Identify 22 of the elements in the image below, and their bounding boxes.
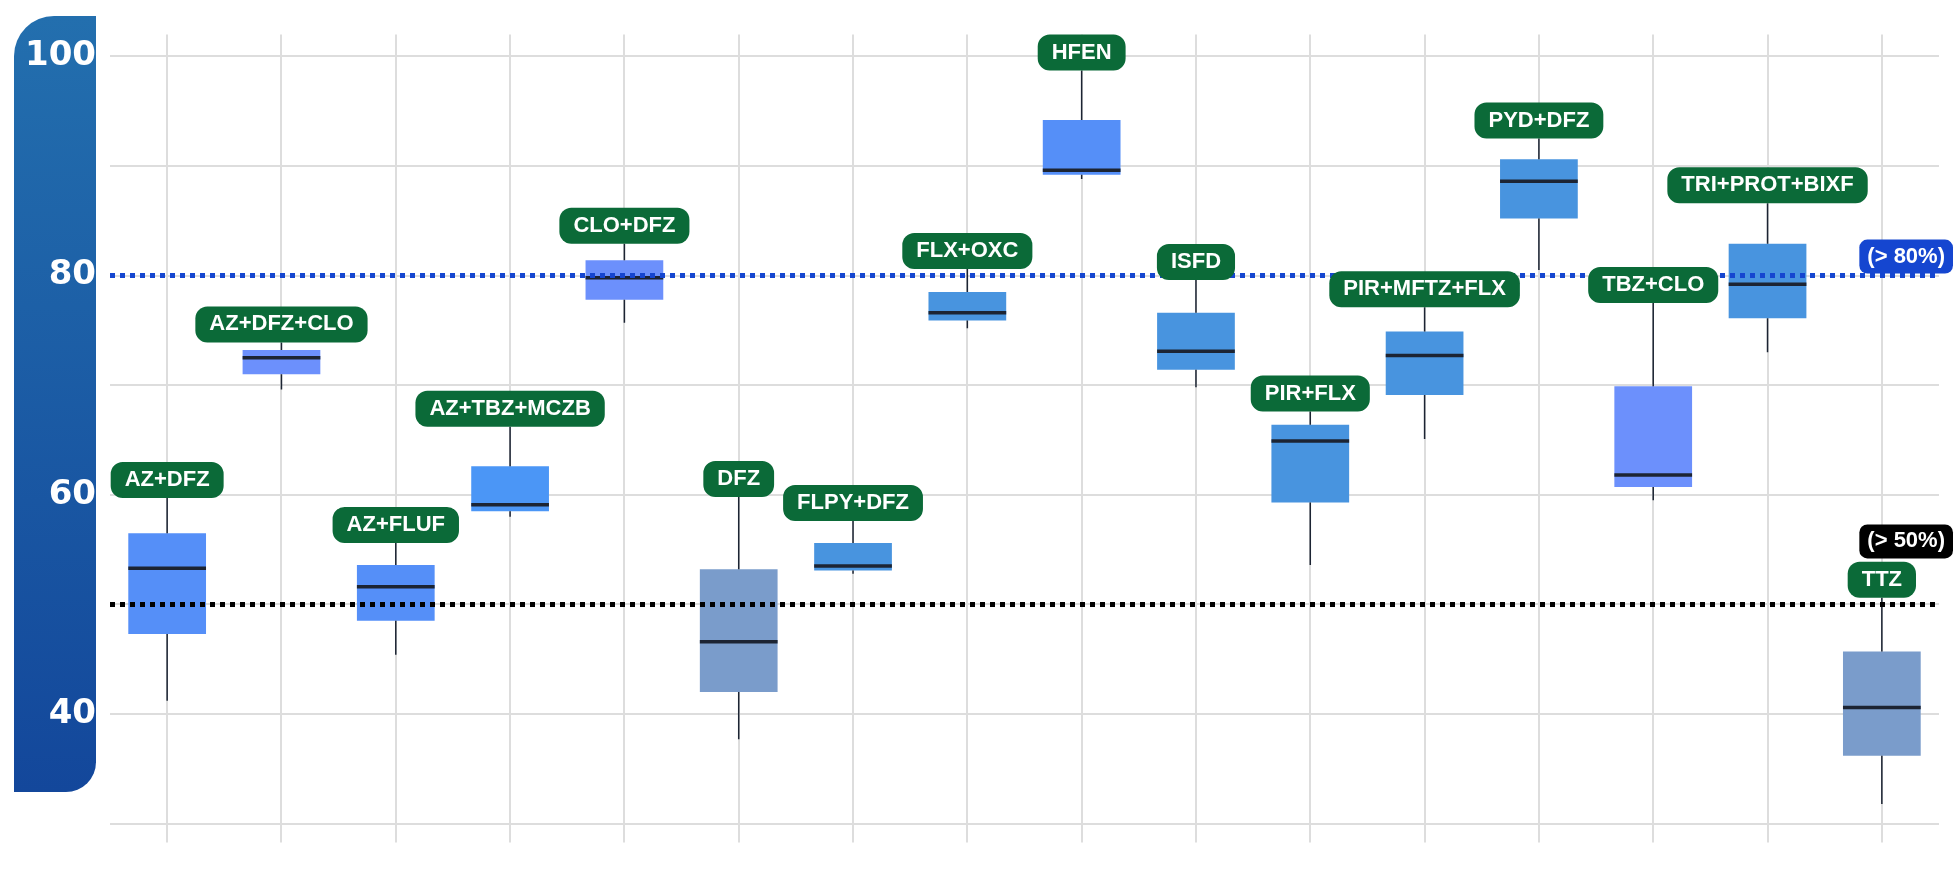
x-tick-label: TBZ+CLO — [1602, 271, 1705, 297]
x-tick-label: CLO+DFZ — [573, 211, 676, 237]
x-tick-label: DFZ — [717, 465, 761, 491]
x-tick-label: PIR+MFTZ+FLX — [1343, 275, 1507, 301]
x-tick-label: TRI+PROT+BIXF — [1681, 171, 1854, 197]
y-tick-label: 80 — [48, 252, 96, 293]
ref-line-label: (> 80%) — [1867, 242, 1946, 268]
ref-line-label: (> 50%) — [1867, 527, 1946, 553]
x-tick-label: TTZ — [1861, 565, 1903, 591]
x-tick-label: PIR+FLX — [1264, 379, 1357, 405]
x-tick-label: AZ+DFZ+CLO — [209, 310, 354, 336]
x-tick-label: AZ+TBZ+MCZB — [429, 394, 591, 420]
y-tick-label: 60 — [48, 471, 96, 512]
y-tick-label: 100 — [25, 33, 96, 74]
y-tick-label: 40 — [48, 690, 96, 731]
x-tick-label: PYD+DFZ — [1488, 106, 1590, 132]
x-tick-label: ISFD — [1170, 248, 1222, 273]
x-tick-label: FLPY+DFZ — [797, 489, 909, 515]
x-tick-label: FLX+OXC — [916, 237, 1019, 263]
x-tick-label: HFEN — [1051, 38, 1112, 64]
x-tick-label: AZ+FLUF — [346, 511, 445, 537]
x-tick-label: AZ+DFZ — [124, 466, 210, 492]
